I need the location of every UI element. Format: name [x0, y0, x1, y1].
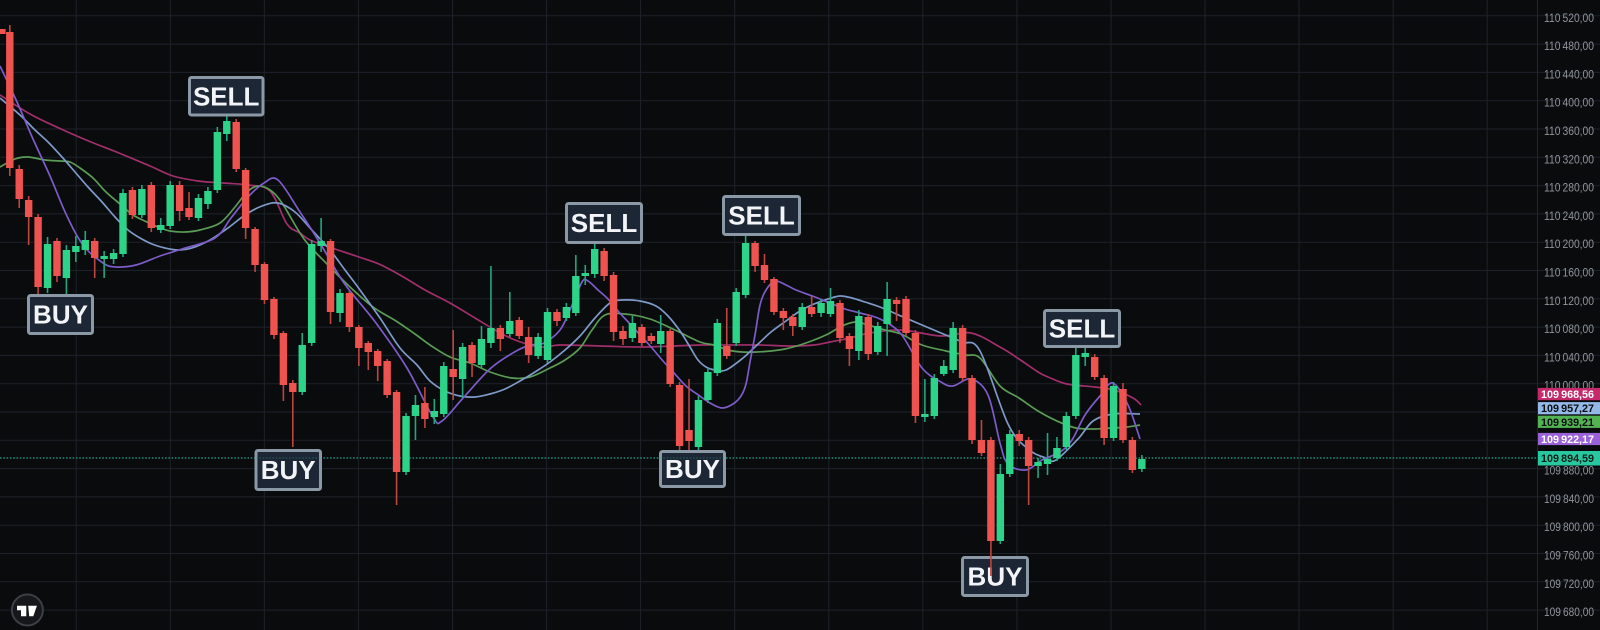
svg-text:BUY: BUY — [968, 562, 1023, 592]
svg-text:109 800,00: 109 800,00 — [1544, 522, 1594, 534]
svg-text:BUY: BUY — [261, 455, 316, 485]
svg-text:109 894,59: 109 894,59 — [1541, 453, 1594, 465]
svg-text:109 957,27: 109 957,27 — [1541, 403, 1594, 415]
svg-text:110 520,00: 110 520,00 — [1544, 13, 1594, 25]
svg-text:110 360,00: 110 360,00 — [1544, 126, 1594, 138]
svg-text:BUY: BUY — [33, 300, 88, 330]
svg-text:BUY: BUY — [665, 454, 720, 484]
svg-text:109 720,00: 109 720,00 — [1544, 579, 1594, 591]
svg-text:110 120,00: 110 120,00 — [1544, 296, 1594, 308]
svg-text:110 040,00: 110 040,00 — [1544, 352, 1594, 364]
svg-text:109 968,56: 109 968,56 — [1541, 389, 1594, 401]
svg-text:SELL: SELL — [1049, 314, 1116, 344]
svg-text:SELL: SELL — [193, 82, 260, 112]
svg-text:110 320,00: 110 320,00 — [1544, 154, 1594, 166]
svg-text:110 240,00: 110 240,00 — [1544, 211, 1594, 223]
svg-text:109 760,00: 109 760,00 — [1544, 551, 1594, 563]
svg-text:109 680,00: 109 680,00 — [1544, 607, 1594, 619]
svg-text:110 160,00: 110 160,00 — [1544, 268, 1594, 280]
svg-text:110 480,00: 110 480,00 — [1544, 41, 1594, 53]
svg-text:SELL: SELL — [571, 208, 638, 238]
svg-text:109 939,21: 109 939,21 — [1541, 417, 1594, 429]
svg-text:109 840,00: 109 840,00 — [1544, 494, 1594, 506]
svg-text:109 880,00: 109 880,00 — [1544, 466, 1594, 478]
svg-text:109 922,17: 109 922,17 — [1541, 434, 1594, 446]
svg-text:110 080,00: 110 080,00 — [1544, 324, 1594, 336]
svg-text:110 400,00: 110 400,00 — [1544, 98, 1594, 110]
svg-text:SELL: SELL — [728, 201, 795, 231]
svg-text:110 200,00: 110 200,00 — [1544, 239, 1594, 251]
svg-text:110 440,00: 110 440,00 — [1544, 69, 1594, 81]
svg-text:110 280,00: 110 280,00 — [1544, 183, 1594, 195]
